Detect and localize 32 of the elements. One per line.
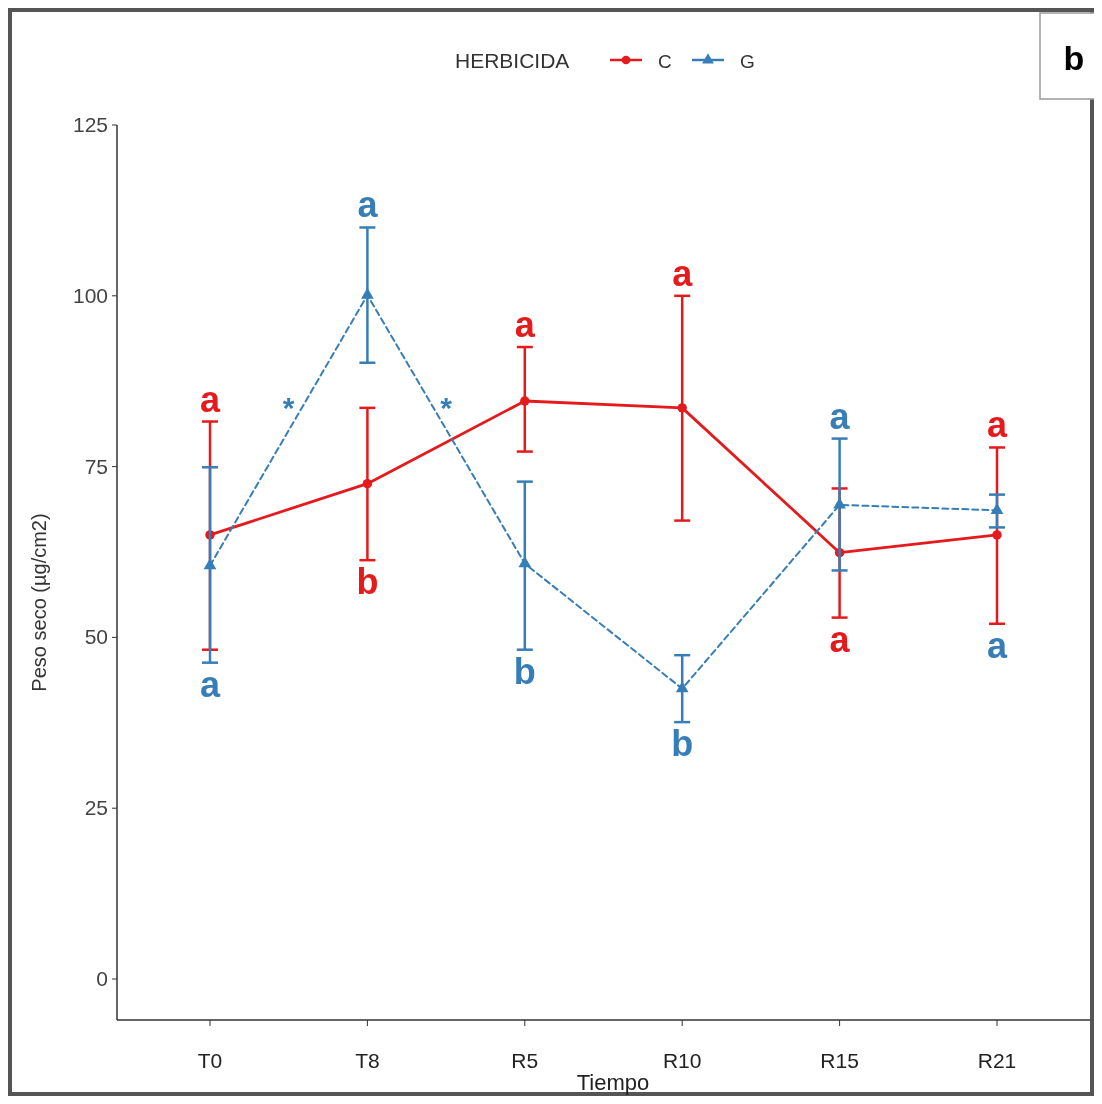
- data-label: a: [199, 663, 221, 705]
- legend-label: C: [658, 51, 672, 72]
- y-tick-label: 0: [96, 967, 108, 991]
- x-tick-label: T8: [355, 1049, 380, 1072]
- legend-label: G: [740, 51, 755, 72]
- data-label: a: [672, 252, 694, 294]
- data-label: a: [829, 618, 851, 660]
- x-tick-label: T0: [197, 1049, 223, 1072]
- y-tick-label: 100: [72, 283, 108, 307]
- annotation: *: [440, 391, 453, 424]
- x-tick-label: R10: [662, 1049, 702, 1072]
- x-tick-label: R15: [820, 1049, 859, 1072]
- data-label: b: [356, 561, 379, 603]
- data-label: b: [513, 650, 536, 692]
- legend-title: HERBICIDA: [455, 49, 570, 72]
- y-tick-label: 50: [84, 625, 108, 649]
- data-label: b: [671, 723, 694, 765]
- annotation: *: [282, 391, 295, 424]
- data-label: a: [514, 304, 536, 346]
- data-label: a: [986, 624, 1008, 666]
- data-label: a: [199, 378, 221, 420]
- data-label: a: [357, 184, 379, 226]
- data-label: a: [986, 404, 1008, 446]
- y-tick-label: 25: [84, 796, 108, 820]
- text: b: [1063, 39, 1085, 77]
- y-axis-title: Peso seco (µg/cm2): [28, 513, 50, 692]
- x-tick-label: R21: [977, 1049, 1017, 1072]
- x-tick-label: R5: [511, 1049, 539, 1072]
- x-axis-title: Tiempo: [576, 1070, 650, 1095]
- y-tick-label: 125: [72, 113, 108, 136]
- data-label: a: [829, 395, 851, 437]
- y-tick-label: 75: [84, 454, 108, 478]
